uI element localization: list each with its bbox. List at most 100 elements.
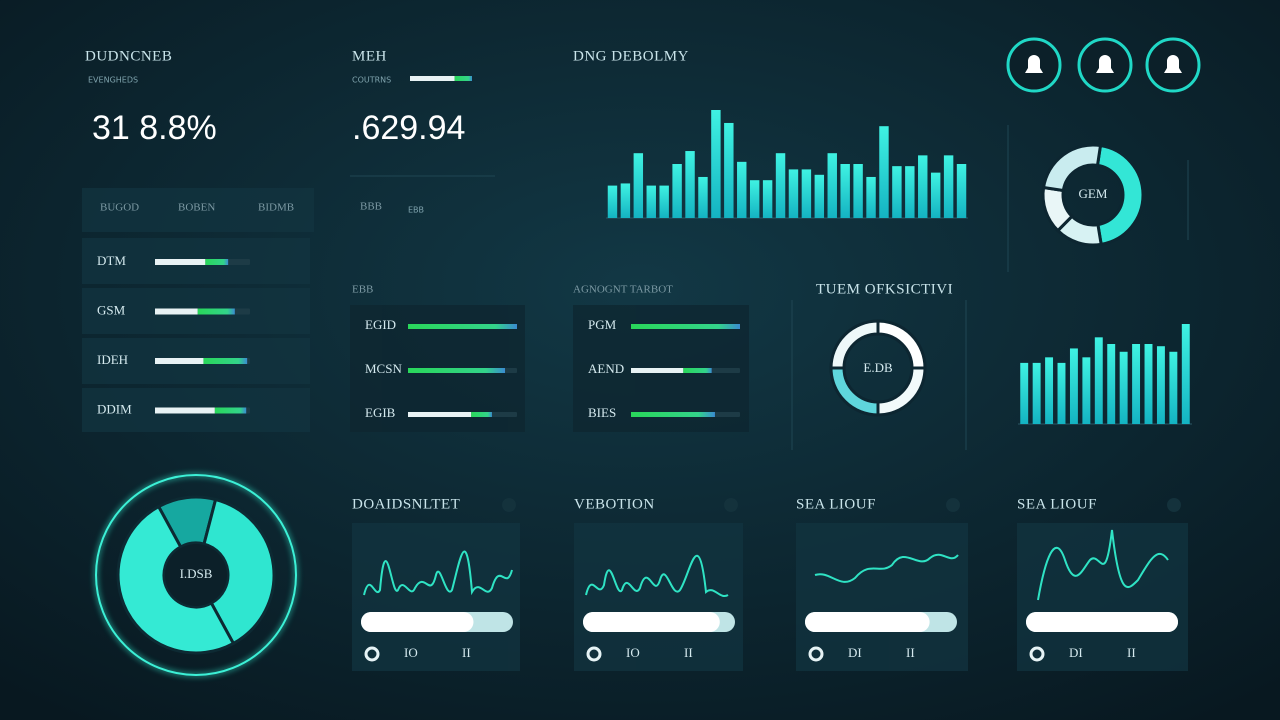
row-label: DTM	[97, 253, 126, 268]
panel-title: AGNOGNT TARBOT	[573, 284, 673, 296]
icon-button[interactable]	[1006, 37, 1062, 93]
bar	[607, 185, 618, 218]
bar	[1032, 362, 1041, 424]
donut-ring	[95, 474, 297, 676]
donut-title: TUEM OFKSICTIVI	[816, 281, 953, 297]
kpi-value: 31 8.8%	[92, 109, 217, 147]
kpi-subtitle: EVENGHEDS	[88, 76, 138, 85]
bar	[620, 183, 631, 218]
card-menu[interactable]	[502, 498, 516, 512]
donut-segment	[829, 319, 880, 370]
bar	[749, 180, 760, 218]
donut-hole	[165, 544, 227, 606]
card-footer: DI	[1069, 645, 1083, 660]
card-title: VEBOTION	[574, 496, 655, 512]
card-icon	[364, 646, 380, 662]
donut-label: GEM	[1079, 186, 1108, 201]
row-label: BIES	[588, 405, 616, 420]
donut-segment	[116, 504, 236, 655]
icon-button[interactable]	[1077, 37, 1133, 93]
kpi-title: MEH	[352, 48, 387, 64]
card-progress	[1026, 612, 1178, 632]
bar	[827, 153, 837, 218]
progress-white	[155, 308, 198, 315]
card-menu[interactable]	[724, 498, 738, 512]
bar	[801, 169, 812, 218]
bar	[724, 122, 734, 218]
bar	[788, 169, 799, 218]
card-icon	[586, 646, 602, 662]
row-label: EGIB	[365, 405, 396, 420]
card-title: SEA LIOUF	[796, 496, 876, 512]
progress-green	[631, 324, 740, 329]
card-icon	[808, 646, 824, 662]
bar	[737, 161, 747, 218]
row-label: EGID	[365, 317, 396, 332]
bar	[1107, 344, 1116, 424]
card-progress	[361, 612, 474, 632]
card-progress	[583, 612, 720, 632]
card-footer: II	[462, 645, 471, 660]
panels	[82, 188, 1188, 671]
row-label: MCSN	[365, 361, 402, 376]
bar	[633, 153, 644, 218]
progress-green	[471, 412, 492, 417]
kpi-subtitle: COUTRNS	[352, 76, 391, 85]
filter-value[interactable]: EBB	[408, 206, 424, 215]
bar	[866, 176, 876, 218]
progress-white	[155, 358, 204, 364]
progress-green	[197, 308, 235, 315]
progress-green	[408, 324, 517, 329]
bar	[943, 155, 954, 218]
bar	[1069, 348, 1078, 424]
icon-button[interactable]	[1145, 37, 1201, 93]
progress-green	[408, 368, 506, 373]
bar	[646, 185, 656, 218]
row-label: PGM	[588, 317, 617, 332]
bar	[814, 174, 825, 218]
progress-white	[408, 412, 472, 417]
bar	[1057, 362, 1066, 424]
wave-charts	[363, 529, 1169, 601]
table-header: BOBEN	[178, 202, 215, 214]
bar	[1132, 344, 1141, 424]
card-footer: II	[906, 645, 915, 660]
donut-segment	[202, 497, 276, 646]
progress-green	[454, 76, 472, 81]
bar	[840, 164, 850, 218]
bar	[918, 155, 928, 218]
donut-label: E.DB	[863, 360, 893, 375]
progress-white	[631, 368, 684, 373]
card-footer: DI	[848, 645, 862, 660]
bar	[659, 185, 669, 218]
bar	[711, 110, 721, 218]
notification-icons[interactable]	[1006, 37, 1201, 93]
bar	[1082, 357, 1091, 424]
kpi-title: DUDNCNEB	[85, 48, 172, 64]
bar	[879, 126, 889, 218]
card-menu[interactable]	[1167, 498, 1181, 512]
card-icon	[1029, 646, 1045, 662]
bar	[930, 172, 941, 218]
table-header: BUGOD	[100, 202, 139, 214]
bar	[1156, 346, 1165, 424]
bar	[775, 153, 786, 218]
card-footer: IO	[626, 645, 640, 660]
bar	[892, 166, 902, 218]
card-title: SEA LIOUF	[1017, 496, 1097, 512]
dividers	[350, 125, 1189, 450]
row-label: DDIM	[97, 401, 132, 416]
card-menu[interactable]	[946, 498, 960, 512]
donut-label: I.DSB	[180, 566, 213, 581]
bar	[1020, 362, 1029, 424]
bar	[1094, 337, 1103, 424]
kpi-value: .629.94	[352, 109, 465, 147]
row-label: GSM	[97, 302, 126, 317]
bar	[672, 164, 682, 218]
table-header: BIDMB	[258, 202, 294, 214]
card-footer: IO	[404, 645, 418, 660]
bar	[1181, 324, 1190, 424]
progress-green	[631, 412, 715, 417]
card-footer: II	[1127, 645, 1136, 660]
